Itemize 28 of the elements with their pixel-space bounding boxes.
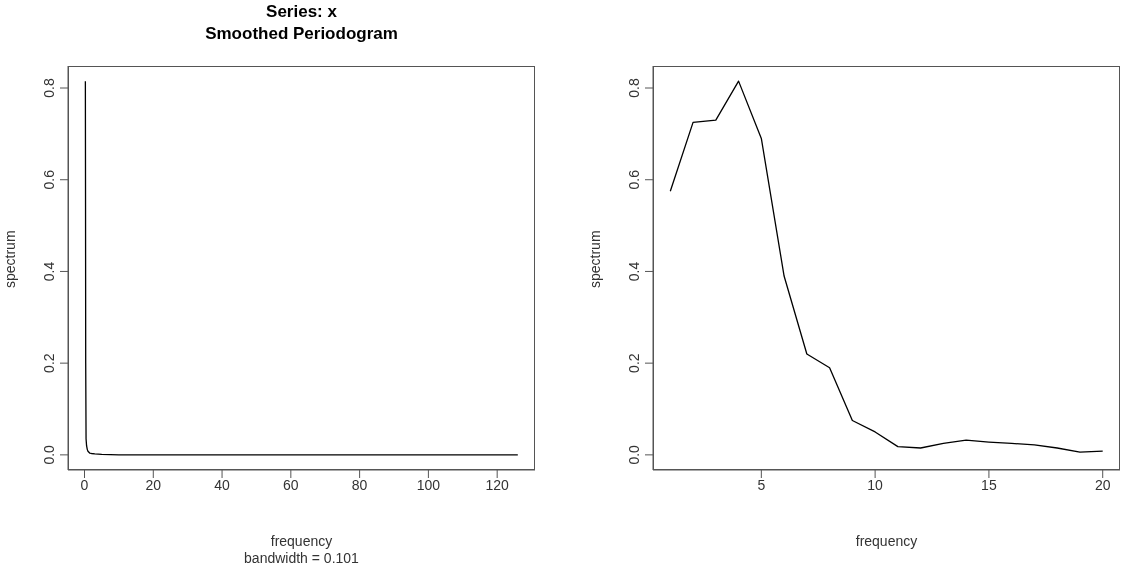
x-tick-label: 20 xyxy=(145,476,162,493)
y-tick-label: 0.0 xyxy=(41,444,57,465)
x-tick-label: 80 xyxy=(351,476,368,493)
y-tick-label: 0.6 xyxy=(41,169,57,190)
y-tick-label: 0.8 xyxy=(626,78,642,98)
x-tick-label: 100 xyxy=(416,476,441,493)
y-tick-label: 0.4 xyxy=(41,261,57,282)
x-tick-label: 40 xyxy=(214,476,231,493)
x-tick-label: 10 xyxy=(867,476,884,493)
x-tick-label: 0 xyxy=(80,476,89,493)
x-tick-label: 60 xyxy=(283,476,299,493)
chart-subtitle: Smoothed Periodogram xyxy=(204,24,399,44)
x-axis-title: frequency xyxy=(269,533,334,549)
y-tick-label: 0.2 xyxy=(41,353,57,373)
y-tick-label: 0.0 xyxy=(626,444,642,465)
x-tick-label: 120 xyxy=(485,476,510,493)
x-tick-label: 20 xyxy=(1094,476,1111,493)
y-tick-label: 0.6 xyxy=(626,169,642,190)
y-tick-label: 0.2 xyxy=(626,353,642,373)
y-tick-label: 0.4 xyxy=(626,261,642,282)
x-axis-title: frequency xyxy=(854,533,919,549)
chart-title: Series: x xyxy=(265,2,338,22)
x-tick-label: 15 xyxy=(981,476,997,493)
x-tick-label: 5 xyxy=(757,476,766,493)
y-tick-label: 0.8 xyxy=(41,78,57,98)
text: bandwidth = 0.101 xyxy=(243,550,360,566)
y-axis-title: spectrum xyxy=(2,230,19,288)
y-axis-title: spectrum xyxy=(587,230,604,288)
